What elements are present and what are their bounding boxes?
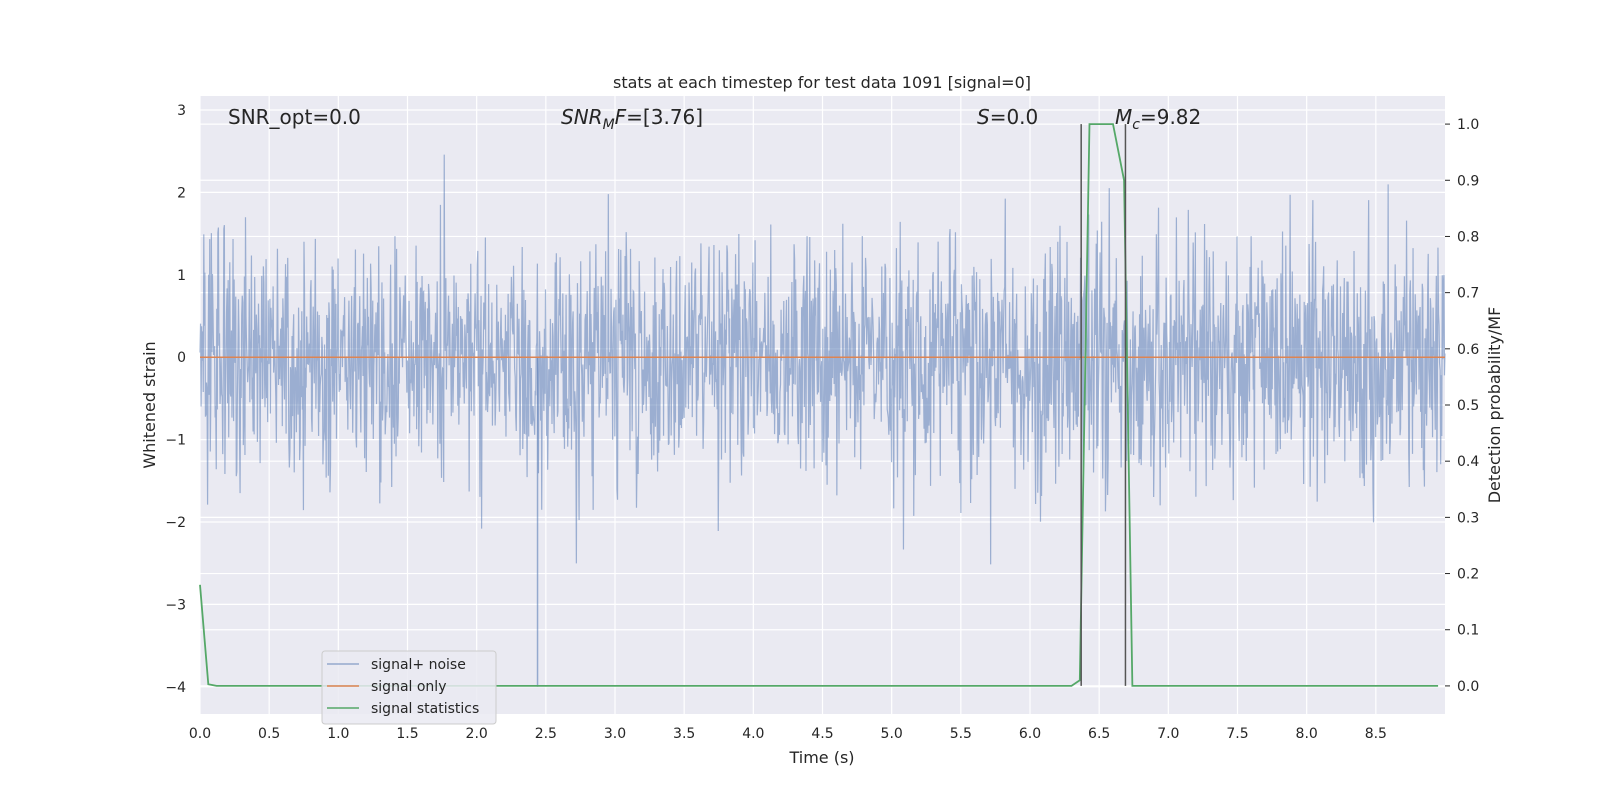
x-tick-label: 4.5 [811,726,833,742]
s-value: =0.0 [990,105,1039,129]
right-y-tick-label: 0.1 [1457,623,1479,639]
s-annotation: S=0.0 [977,105,1038,129]
x-tick-label: 3.0 [604,726,626,742]
x-tick-label: 8.0 [1296,726,1318,742]
left-y-tick-label: −3 [165,597,186,613]
right-y-tick-label: 0.3 [1457,510,1479,526]
x-tick-labels: 0.0 0.5 1.0 1.5 2.0 2.5 3.0 3.5 4.0 4.5 5.0 5.5 6.0 6… [189,726,1387,742]
snr-mf-f: F [615,105,627,129]
x-tick-label: 6.5 [1088,726,1110,742]
x-tick-label: 1.5 [396,726,418,742]
snr-opt-annotation: SNR_opt=0.0 [228,105,361,129]
signal-noise-series [199,154,1446,687]
x-axis-label: Time (s) [788,748,854,767]
right-y-tick-label: 0.7 [1457,286,1479,302]
legend-label-signal-only: signal only [371,679,446,695]
x-tick-label: 1.0 [327,726,349,742]
mc-sub: c [1132,117,1140,133]
snr-mf-sub: M [603,117,615,133]
right-y-tick-label: 0.5 [1457,398,1479,414]
left-y-axis-label: Whitened strain [140,341,159,468]
legend-label-signal-noise: signal+ noise [371,657,466,673]
left-y-tick-label: −2 [165,515,186,531]
left-y-tick-label: 1 [177,268,186,284]
left-y-tick-label: −4 [165,680,186,696]
right-y-axis-label: Detection probability/MF [1485,307,1504,504]
x-tick-label: 5.5 [950,726,972,742]
x-tick-label: 7.0 [1157,726,1179,742]
legend-label-signal-statistics: signal statistics [371,701,479,717]
right-y-tick-label: 0.4 [1457,454,1479,470]
right-y-tick-label: 1.0 [1457,117,1479,133]
signal-statistics-line [199,123,1439,687]
right-y-tick-label: 0.8 [1457,229,1479,245]
x-tick-label: 6.0 [1019,726,1041,742]
x-tick-label: 2.5 [535,726,557,742]
signal-statistics-series [199,123,1439,687]
x-tick-label: 7.5 [1226,726,1248,742]
snr-mf-annotation: SNRMF=[3.76] [561,105,703,133]
mc-value: =9.82 [1140,105,1201,129]
left-y-tick-label: −1 [165,433,186,449]
mc-annotation: Mc=9.82 [1115,105,1201,133]
x-tick-label: 0.5 [258,726,280,742]
mc-base: M [1115,105,1132,129]
right-y-tick-labels: 0.0 0.1 0.2 0.3 0.4 0.5 0.6 0.7 0.8 0.9 1.0 [1445,117,1479,695]
x-tick-label: 0.0 [189,726,211,742]
x-tick-label: 5.0 [881,726,903,742]
snr-mf-value: =[3.76] [626,105,703,129]
left-y-tick-labels: −4 −3 −2 −1 0 1 2 3 [165,103,186,696]
right-y-tick-label: 0.0 [1457,679,1479,695]
chart-title: stats at each timestep for test data 109… [613,73,1031,92]
x-tick-label: 3.5 [673,726,695,742]
right-y-tick-label: 0.2 [1457,567,1479,583]
s-symbol: S [977,105,990,129]
legend: signal+ noise signal only signal statist… [321,650,497,725]
x-tick-label: 8.5 [1365,726,1387,742]
snr-mf-base: SNR [561,105,603,129]
x-tick-label: 4.0 [742,726,764,742]
right-y-tick-label: 0.9 [1457,173,1479,189]
left-y-tick-label: 0 [177,350,186,366]
signal-noise-line [199,154,1446,565]
left-y-tick-label: 2 [177,185,186,201]
right-y-tick-label: 0.6 [1457,342,1479,358]
left-y-tick-label: 3 [177,103,186,119]
legend-box [321,650,497,725]
x-tick-label: 2.0 [466,726,488,742]
vertical-markers [1080,124,1127,686]
